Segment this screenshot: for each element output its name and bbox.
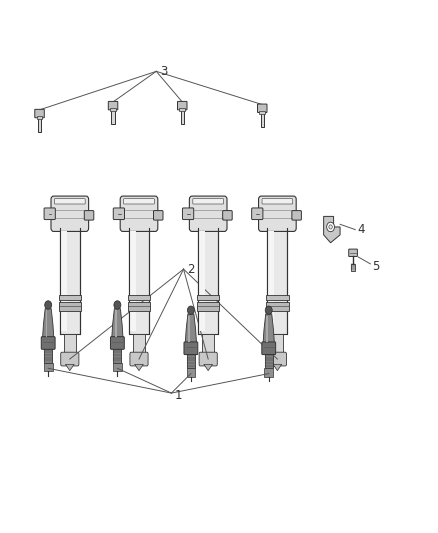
Bar [113,348,121,363]
Polygon shape [112,309,123,338]
Polygon shape [273,365,282,370]
Bar [59,302,81,311]
Bar [113,363,122,372]
Bar [197,302,219,311]
FancyBboxPatch shape [35,109,44,118]
Bar [202,334,214,354]
FancyBboxPatch shape [51,196,88,231]
Bar [259,111,265,114]
Polygon shape [66,365,74,370]
FancyBboxPatch shape [130,352,148,366]
Polygon shape [204,365,212,370]
FancyBboxPatch shape [110,337,124,349]
Bar [44,348,52,363]
Bar [197,295,219,300]
Bar [133,334,145,354]
Bar [115,310,117,337]
FancyBboxPatch shape [199,352,217,366]
Bar [261,111,264,127]
Bar [111,108,115,124]
Bar [60,228,80,334]
Circle shape [187,306,194,314]
FancyBboxPatch shape [124,199,154,204]
Bar [110,108,116,111]
Bar [129,228,149,334]
Circle shape [265,306,272,314]
Bar [266,316,268,342]
FancyBboxPatch shape [223,211,232,220]
Bar [128,295,150,300]
Bar [351,264,355,271]
Bar [180,108,185,111]
FancyBboxPatch shape [292,211,301,220]
FancyBboxPatch shape [349,249,357,256]
Polygon shape [42,309,54,338]
Circle shape [45,301,52,309]
FancyBboxPatch shape [268,352,286,366]
Bar [38,116,41,132]
FancyBboxPatch shape [120,196,158,231]
Circle shape [114,301,121,309]
Text: 2: 2 [187,263,194,276]
Text: 3: 3 [160,65,167,78]
FancyBboxPatch shape [183,208,194,220]
Bar [265,368,273,377]
Bar [64,334,76,354]
Polygon shape [263,314,274,343]
Circle shape [329,225,332,229]
Bar [199,231,205,331]
FancyBboxPatch shape [113,208,124,220]
Bar [128,302,150,311]
FancyBboxPatch shape [193,199,223,204]
FancyBboxPatch shape [153,211,163,220]
Polygon shape [185,314,197,343]
Bar [268,231,274,331]
Text: 1: 1 [175,389,182,402]
FancyBboxPatch shape [108,101,118,110]
FancyBboxPatch shape [258,104,267,112]
Bar [198,228,218,334]
Bar [59,295,81,300]
Bar [61,231,67,331]
Bar [46,310,47,337]
Bar [188,316,190,342]
Text: 5: 5 [372,260,380,273]
Bar [266,302,289,311]
FancyBboxPatch shape [41,337,55,349]
FancyBboxPatch shape [189,196,227,231]
FancyBboxPatch shape [262,199,293,204]
Text: 4: 4 [357,223,365,236]
Bar [271,334,283,354]
FancyBboxPatch shape [177,101,187,110]
Circle shape [327,222,335,232]
Bar [187,368,195,377]
Bar [180,108,184,124]
Bar [268,228,287,334]
FancyBboxPatch shape [258,196,296,231]
FancyBboxPatch shape [262,342,276,354]
FancyBboxPatch shape [252,208,263,220]
Polygon shape [324,216,340,243]
Bar [130,231,136,331]
FancyBboxPatch shape [44,208,55,220]
FancyBboxPatch shape [84,211,94,220]
FancyBboxPatch shape [54,199,85,204]
FancyBboxPatch shape [61,352,79,366]
Bar [266,295,289,300]
Polygon shape [134,365,143,370]
Bar [187,353,195,368]
Bar [265,353,272,368]
FancyBboxPatch shape [184,342,198,354]
Bar [44,363,53,372]
Bar [37,116,42,119]
